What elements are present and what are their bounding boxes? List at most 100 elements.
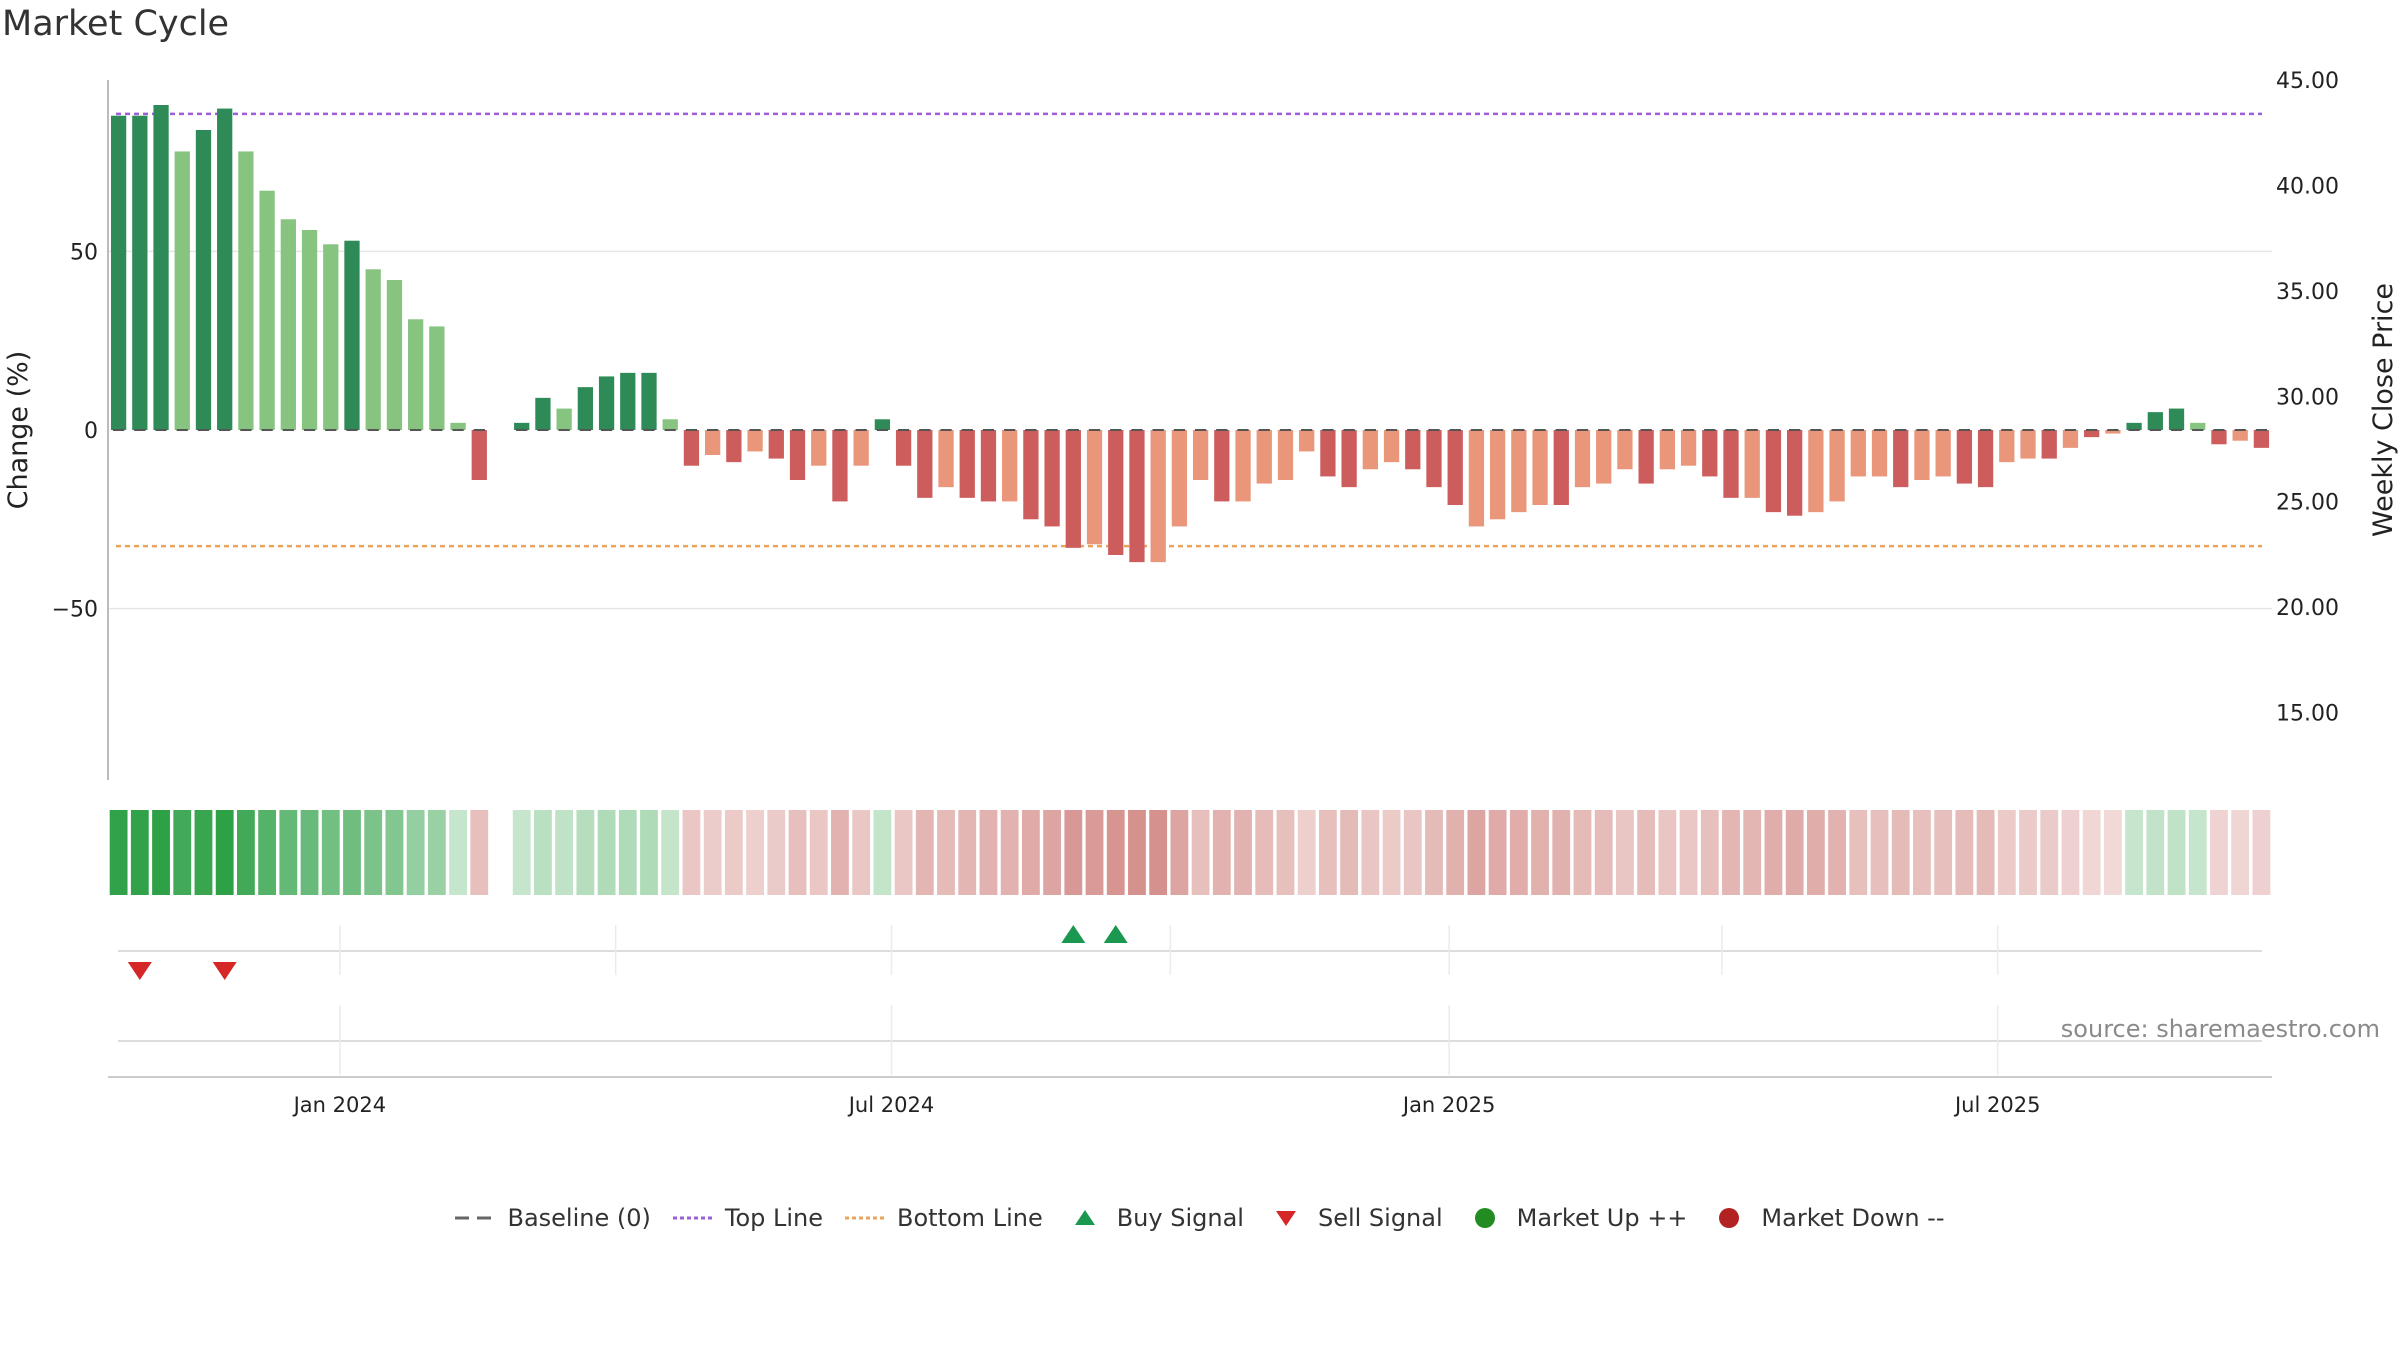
bar (1553, 430, 1569, 505)
legend-label: Baseline (0) (507, 1204, 651, 1232)
heat-cell (470, 810, 489, 895)
bar (1871, 430, 1888, 477)
bar (1468, 430, 1485, 527)
bar (1447, 430, 1463, 505)
y2-tick-label: 35.00 (2276, 280, 2339, 305)
bar (556, 408, 572, 430)
heat-cell (618, 810, 637, 895)
heat-cell (1043, 810, 1062, 895)
y2-tick-label: 40.00 (2276, 174, 2339, 199)
bar (1935, 430, 1951, 477)
bar (1829, 430, 1845, 502)
dotted-line-orange-icon (845, 1206, 886, 1230)
heat-cell (1509, 810, 1528, 895)
heat-cell (703, 810, 722, 895)
bar (238, 151, 254, 430)
bar (1914, 430, 1930, 480)
heat-cell (1531, 810, 1549, 895)
bar (620, 372, 636, 430)
bar (1956, 430, 1973, 484)
heat-cell (576, 810, 595, 895)
heat-cell (2188, 810, 2207, 895)
heat-cell (2061, 810, 2080, 895)
bar (471, 430, 487, 480)
heat-cell (1488, 810, 1507, 895)
heat-cell (1637, 810, 1656, 895)
bar (1362, 430, 1378, 470)
heat-cell (152, 810, 170, 895)
bar (874, 419, 891, 430)
bar (726, 430, 742, 463)
heat-cell (258, 810, 277, 895)
heat-cell (767, 810, 786, 895)
heat-cell (1085, 810, 1104, 895)
bar (683, 430, 700, 466)
bar (174, 151, 190, 430)
bar (1299, 430, 1315, 452)
heat-cell (2210, 810, 2228, 895)
legend-label: Sell Signal (1317, 1204, 1443, 1232)
heat-cell (682, 810, 701, 895)
bar (853, 430, 869, 466)
heat-cell (1361, 810, 1380, 895)
heat-cell (1722, 810, 1740, 895)
heat-cell (1552, 810, 1571, 895)
heat-cell (2082, 810, 2101, 895)
heat-cell (1891, 810, 1910, 895)
bar (768, 430, 784, 459)
bar (429, 326, 445, 430)
bar (217, 108, 233, 431)
heat-cell (385, 810, 404, 895)
bar (2126, 422, 2142, 430)
heat-cell (1255, 810, 1274, 895)
heat-cell (1021, 810, 1040, 895)
legend-label: Top Line (724, 1204, 824, 1232)
bar (832, 430, 848, 502)
heat-cell (215, 810, 234, 895)
bar (365, 269, 381, 430)
bar (1235, 430, 1251, 502)
heat-cell (1170, 810, 1189, 895)
heat-cell (109, 810, 128, 895)
heat-cell (788, 810, 807, 895)
bar (959, 430, 975, 498)
bar (1214, 430, 1230, 502)
x-tick-label: Jul 2024 (847, 1093, 934, 1117)
heat-cell (1679, 810, 1698, 895)
legend-item-bottom-line: Bottom Line (845, 1204, 1043, 1232)
bar (2232, 430, 2248, 441)
bar (1426, 430, 1442, 488)
y2-tick-label: 20.00 (2276, 596, 2339, 621)
heat-cell (1149, 810, 1168, 895)
heat-cell (343, 810, 361, 895)
heat-cell (1318, 810, 1337, 895)
y2-tick-label: 45.00 (2276, 69, 2339, 94)
heat-cell (1382, 810, 1401, 895)
heat-cell (2103, 810, 2122, 895)
x-tick-label: Jan 2025 (1401, 1093, 1496, 1117)
bar (1489, 430, 1506, 520)
buy-signal-marker (1061, 925, 1086, 943)
bar (153, 105, 169, 430)
legend-item-market-up: Market Up ++ (1465, 1204, 1687, 1232)
heat-cell (1340, 810, 1359, 895)
heat-cell (1594, 810, 1613, 895)
y2-tick-label: 15.00 (2276, 702, 2339, 727)
bar (1256, 430, 1272, 484)
heat-cell (364, 810, 383, 895)
bar (110, 115, 127, 430)
bar (2190, 422, 2206, 430)
bar (323, 244, 339, 430)
heat-cell (1616, 810, 1634, 895)
heat-cell (1467, 810, 1486, 895)
triangle-up-green-icon (1065, 1206, 1105, 1230)
heat-cell (1806, 810, 1825, 895)
heat-cell (2146, 810, 2165, 895)
bar (514, 422, 530, 430)
bar (705, 430, 721, 455)
heat-cell (1276, 810, 1295, 895)
triangle-down-red-icon (1266, 1206, 1306, 1230)
heat-cell (979, 810, 998, 895)
heat-cell (1425, 810, 1443, 895)
bar (895, 430, 912, 466)
